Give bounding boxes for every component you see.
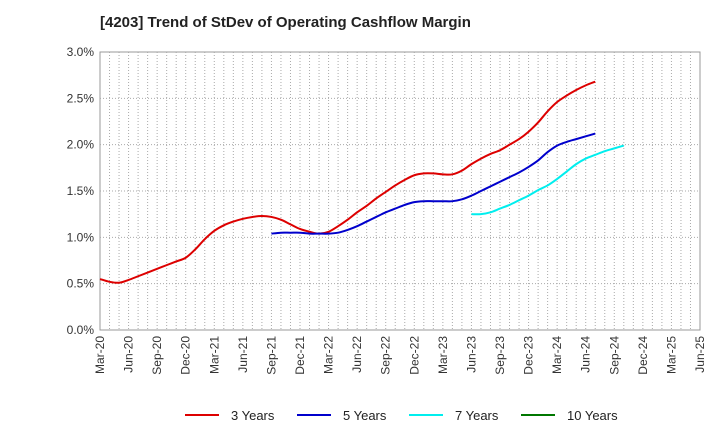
chart-title: [4203] Trend of StDev of Operating Cashf…: [100, 14, 471, 31]
y-tick-label: 2.5%: [67, 91, 95, 105]
x-tick-label: Jun-22: [350, 336, 364, 373]
x-tick-label: Jun-20: [122, 336, 136, 373]
x-tick-label: Dec-23: [522, 336, 536, 375]
x-axis-ticks: Mar-20 Jun-20 Sep-20 Dec-20 Mar-21 Jun-21 Sep-…: [93, 336, 707, 375]
grid-lines: [100, 52, 700, 330]
x-tick-label: Sep-24: [607, 336, 621, 375]
x-tick-label: Mar-23: [436, 336, 450, 374]
legend-swatch: [297, 414, 331, 416]
x-tick-label: Mar-22: [322, 336, 336, 374]
x-tick-label: Mar-24: [550, 336, 564, 374]
legend: 3 Years 5 Years 7 Years 10 Years: [0, 404, 720, 426]
legend-label: 5 Years: [343, 407, 387, 423]
x-tick-label: Dec-21: [293, 336, 307, 375]
x-tick-label: Jun-24: [579, 336, 593, 373]
legend-swatch: [409, 414, 443, 416]
y-tick-label: 1.0%: [67, 230, 95, 244]
x-tick-label: Jun-23: [464, 336, 478, 373]
y-tick-label: 0.5%: [67, 277, 95, 291]
legend-item: 5 Years: [297, 404, 386, 426]
x-tick-label: Jun-21: [236, 336, 250, 373]
x-tick-label: Dec-24: [636, 336, 650, 375]
x-tick-label: Jun-25: [693, 336, 707, 373]
y-tick-label: 3.0%: [67, 45, 95, 59]
x-tick-label: Dec-20: [179, 336, 193, 375]
x-tick-label: Sep-20: [150, 336, 164, 375]
y-tick-label: 2.0%: [67, 138, 95, 152]
series-line-7-years: [471, 144, 625, 216]
legend-swatch: [521, 414, 555, 416]
x-tick-label: Sep-22: [379, 336, 393, 375]
legend-item: 7 Years: [409, 404, 498, 426]
x-tick-label: Dec-22: [407, 336, 421, 375]
x-tick-label: Mar-20: [93, 336, 107, 374]
legend-label: 7 Years: [455, 407, 499, 423]
legend-item: 3 Years: [185, 404, 274, 426]
x-tick-label: Mar-25: [664, 336, 678, 374]
legend-label: 10 Years: [567, 407, 618, 423]
x-tick-label: Mar-21: [207, 336, 221, 374]
legend-item: 10 Years: [521, 404, 618, 426]
series-line-3-years: [99, 80, 596, 284]
legend-swatch: [185, 414, 219, 416]
y-tick-label: 1.5%: [67, 184, 95, 198]
y-axis-ticks: 0.0% 0.5% 1.0% 1.5% 2.0% 2.5% 3.0%: [67, 45, 95, 337]
x-tick-label: Sep-23: [493, 336, 507, 375]
series-line-5-years: [271, 132, 596, 235]
x-tick-label: Sep-21: [264, 336, 278, 375]
legend-label: 3 Years: [231, 407, 275, 423]
series-lines: [99, 80, 625, 284]
y-tick-label: 0.0%: [67, 323, 95, 337]
